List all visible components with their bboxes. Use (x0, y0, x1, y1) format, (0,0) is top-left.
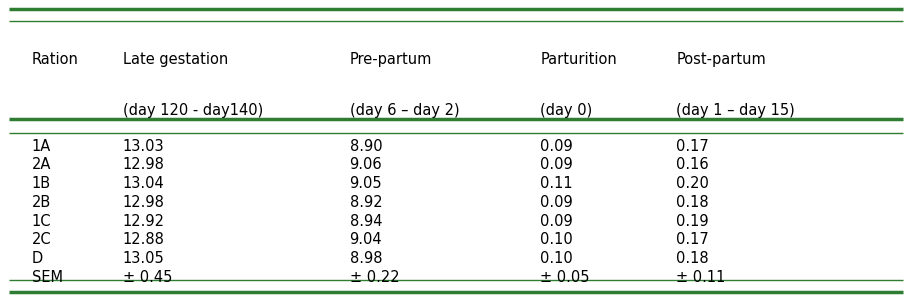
Text: Ration: Ration (32, 52, 79, 67)
Text: 12.88: 12.88 (123, 232, 164, 247)
Text: ± 0.22: ± 0.22 (350, 270, 400, 285)
Text: ± 0.11: ± 0.11 (676, 270, 725, 285)
Text: 12.92: 12.92 (123, 214, 164, 229)
Text: 2B: 2B (32, 195, 51, 210)
Text: 0.09: 0.09 (540, 214, 573, 229)
Text: 0.19: 0.19 (676, 214, 709, 229)
Text: 2A: 2A (32, 157, 51, 172)
Text: ± 0.45: ± 0.45 (123, 270, 172, 285)
Text: Post-partum: Post-partum (676, 52, 766, 67)
Text: 13.03: 13.03 (123, 139, 164, 153)
Text: Late gestation: Late gestation (123, 52, 228, 67)
Text: 9.06: 9.06 (350, 157, 382, 172)
Text: 13.04: 13.04 (123, 176, 164, 191)
Text: 0.17: 0.17 (676, 139, 709, 153)
Text: 0.18: 0.18 (676, 251, 709, 266)
Text: Pre-partum: Pre-partum (350, 52, 432, 67)
Text: 0.16: 0.16 (676, 157, 709, 172)
Text: 12.98: 12.98 (123, 157, 164, 172)
Text: 0.09: 0.09 (540, 157, 573, 172)
Text: ± 0.05: ± 0.05 (540, 270, 590, 285)
Text: 1A: 1A (32, 139, 51, 153)
Text: 0.11: 0.11 (540, 176, 573, 191)
Text: 0.10: 0.10 (540, 232, 573, 247)
Text: 8.98: 8.98 (350, 251, 382, 266)
Text: (day 1 – day 15): (day 1 – day 15) (676, 103, 795, 118)
Text: Parturition: Parturition (540, 52, 617, 67)
Text: 0.10: 0.10 (540, 251, 573, 266)
Text: 0.09: 0.09 (540, 195, 573, 210)
Text: D: D (32, 251, 43, 266)
Text: 1C: 1C (32, 214, 51, 229)
Text: 0.09: 0.09 (540, 139, 573, 153)
Text: 9.04: 9.04 (350, 232, 382, 247)
Text: 8.94: 8.94 (350, 214, 382, 229)
Text: 9.05: 9.05 (350, 176, 382, 191)
Text: 8.90: 8.90 (350, 139, 382, 153)
Text: SEM: SEM (32, 270, 63, 285)
Text: 0.18: 0.18 (676, 195, 709, 210)
Text: 1B: 1B (32, 176, 51, 191)
Text: (day 120 - day140): (day 120 - day140) (123, 103, 262, 118)
Text: 8.92: 8.92 (350, 195, 382, 210)
Text: 12.98: 12.98 (123, 195, 164, 210)
Text: 0.17: 0.17 (676, 232, 709, 247)
Text: 13.05: 13.05 (123, 251, 164, 266)
Text: (day 0): (day 0) (540, 103, 593, 118)
Text: 0.20: 0.20 (676, 176, 709, 191)
Text: 2C: 2C (32, 232, 52, 247)
Text: (day 6 – day 2): (day 6 – day 2) (350, 103, 459, 118)
